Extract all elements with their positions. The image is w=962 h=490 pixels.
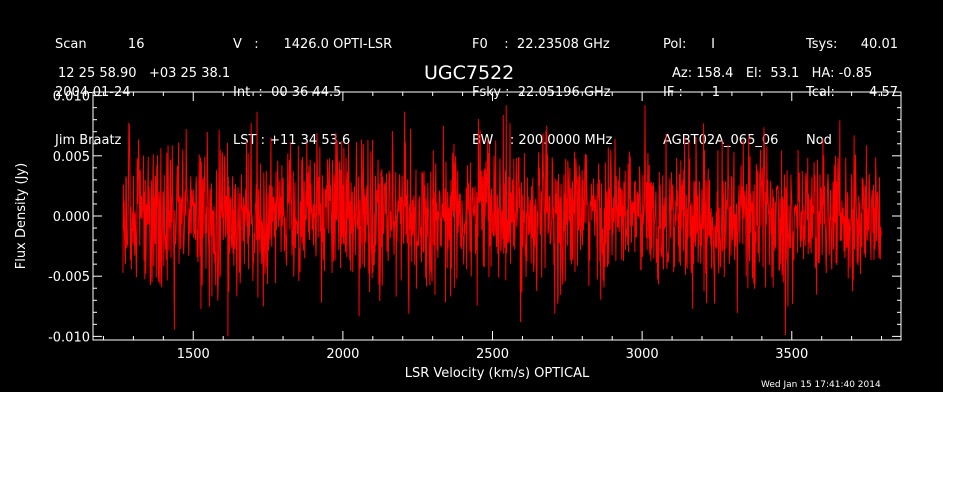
x-tick-label: 1500 bbox=[177, 347, 210, 362]
y-tick-label: 0.000 bbox=[53, 210, 90, 225]
system-labels: Tsys: Tcal: Nod bbox=[806, 5, 837, 181]
x-tick-label: 2500 bbox=[476, 347, 509, 362]
y-tick-label: -0.005 bbox=[48, 270, 90, 285]
proc-label: Nod bbox=[806, 133, 832, 148]
az-el-ha: Az: 158.4 El: 53.1 HA: -0.85 bbox=[672, 66, 873, 81]
y-tick-label: -0.010 bbox=[48, 330, 90, 345]
y-axis-label: Flux Density (Jy) bbox=[14, 163, 29, 269]
observer: Jim Braatz bbox=[55, 133, 122, 148]
spectrum-trace-layer bbox=[122, 105, 883, 337]
spectrum-panel: Scan 16 2004-01-24 Jim Braatz V : 1426.0… bbox=[0, 0, 943, 392]
source-coords: 12 25 58.90 +03 25 38.1 bbox=[58, 66, 231, 81]
bandwidth: BW : 200.0000 MHz bbox=[472, 133, 613, 148]
tick-layer: 1500 2000 2500 3000 3500 -0.010 -0.005 0.000 0.0… bbox=[48, 90, 901, 362]
source-name: UGC7522 bbox=[424, 62, 515, 84]
velocity-value: V : 1426.0 OPTI-LSR bbox=[233, 37, 393, 52]
y-tick-label: 0.005 bbox=[53, 150, 90, 165]
x-axis-label: LSR Velocity (km/s) OPTICAL bbox=[405, 366, 590, 381]
y-tick-label: 0.010 bbox=[53, 90, 90, 105]
x-tick-label: 3000 bbox=[626, 347, 659, 362]
spectrum-plot: 1500 2000 2500 3000 3500 -0.010 -0.005 0.000 0.0… bbox=[14, 90, 902, 381]
scan-number: Scan 16 bbox=[55, 37, 145, 52]
tsys-value: 40.01 bbox=[860, 37, 898, 52]
tsys-label: Tsys: bbox=[806, 37, 838, 52]
x-tick-label: 3500 bbox=[775, 347, 808, 362]
polarization: Pol: I bbox=[663, 37, 715, 52]
spectrum-series bbox=[122, 105, 883, 337]
frequency-info: F0 : 22.23508 GHz Fsky : 22.05196 GHz BW… bbox=[472, 5, 612, 181]
project-id: AGBT02A_065_06 bbox=[663, 133, 779, 148]
x-tick-label: 2000 bbox=[326, 347, 359, 362]
timestamp: Wed Jan 15 17:41:40 2014 bbox=[761, 380, 881, 390]
rest-frequency: F0 : 22.23508 GHz bbox=[472, 37, 610, 52]
